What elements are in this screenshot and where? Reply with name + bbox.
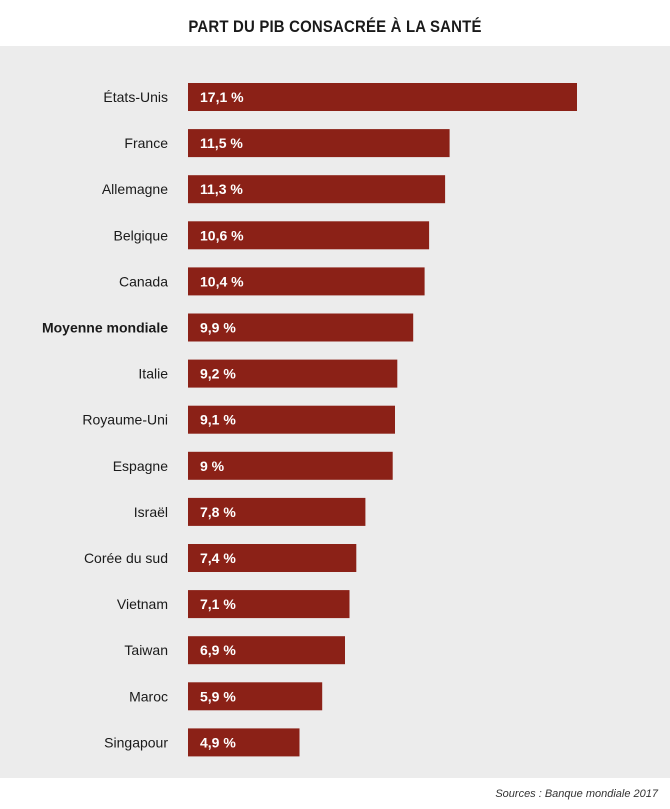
- bar-vietnam: [188, 590, 350, 619]
- value-label-vietnam: 7,1 %: [200, 596, 236, 612]
- value-label-coree-du-sud: 7,4 %: [200, 550, 236, 566]
- value-label-moyenne-mondiale: 9,9 %: [200, 320, 236, 336]
- bar-italie: [188, 359, 398, 388]
- bar-royaume-uni: [188, 405, 395, 434]
- category-label-belgique: Belgique: [114, 227, 169, 243]
- value-label-espagne: 9 %: [200, 458, 225, 474]
- value-label-canada: 10,4 %: [200, 273, 244, 289]
- bar-allemagne: [188, 175, 446, 204]
- bar-moyenne-mondiale: [188, 313, 414, 342]
- bar-israel: [188, 497, 366, 526]
- bar-singapour: [188, 728, 300, 757]
- bar-chart: États-Unis 17,1 % France 11,5 % Allemagne 11,…: [42, 83, 577, 757]
- value-label-italie: 9,2 %: [200, 366, 236, 382]
- bar-belgique: [188, 221, 430, 250]
- bar-canada: [188, 267, 425, 296]
- value-label-belgique: 10,6 %: [200, 227, 244, 243]
- source-note: Sources : Banque mondiale 2017: [495, 788, 658, 800]
- category-label-maroc: Maroc: [129, 688, 168, 704]
- category-label-italie: Italie: [138, 366, 168, 382]
- value-label-taiwan: 6,9 %: [200, 642, 236, 658]
- value-label-royaume-uni: 9,1 %: [200, 412, 236, 428]
- category-label-etats-unis: États-Unis: [103, 89, 168, 105]
- bar-taiwan: [188, 636, 345, 665]
- category-label-israel: Israël: [134, 504, 168, 520]
- bar-france: [188, 129, 450, 158]
- category-label-allemagne: Allemagne: [102, 181, 168, 197]
- value-label-etats-unis: 17,1 %: [200, 89, 244, 105]
- bar-coree-du-sud: [188, 544, 357, 572]
- value-label-singapour: 4,9 %: [200, 734, 236, 750]
- value-label-france: 11,5 %: [200, 135, 243, 151]
- category-label-canada: Canada: [119, 273, 168, 289]
- category-label-vietnam: Vietnam: [117, 596, 168, 612]
- category-label-coree-du-sud: Corée du sud: [84, 550, 168, 566]
- value-label-israel: 7,8 %: [200, 504, 236, 520]
- value-label-maroc: 5,9 %: [200, 688, 236, 704]
- bar-maroc: [188, 682, 323, 711]
- category-label-royaume-uni: Royaume-Uni: [82, 412, 168, 428]
- category-label-singapour: Singapour: [104, 734, 168, 750]
- chart-panel: États-Unis 17,1 % France 11,5 % Allemagne 11,…: [0, 46, 670, 778]
- category-label-moyenne-mondiale: Moyenne mondiale: [42, 320, 168, 336]
- category-label-taiwan: Taiwan: [124, 642, 168, 658]
- category-label-france: France: [124, 135, 168, 151]
- value-label-allemagne: 11,3 %: [200, 181, 243, 197]
- category-label-espagne: Espagne: [113, 458, 168, 474]
- bar-espagne: [188, 451, 393, 480]
- chart-title: PART DU PIB CONSACRÉE À LA SANTÉ: [188, 17, 482, 36]
- bar-etats-unis: [188, 83, 577, 111]
